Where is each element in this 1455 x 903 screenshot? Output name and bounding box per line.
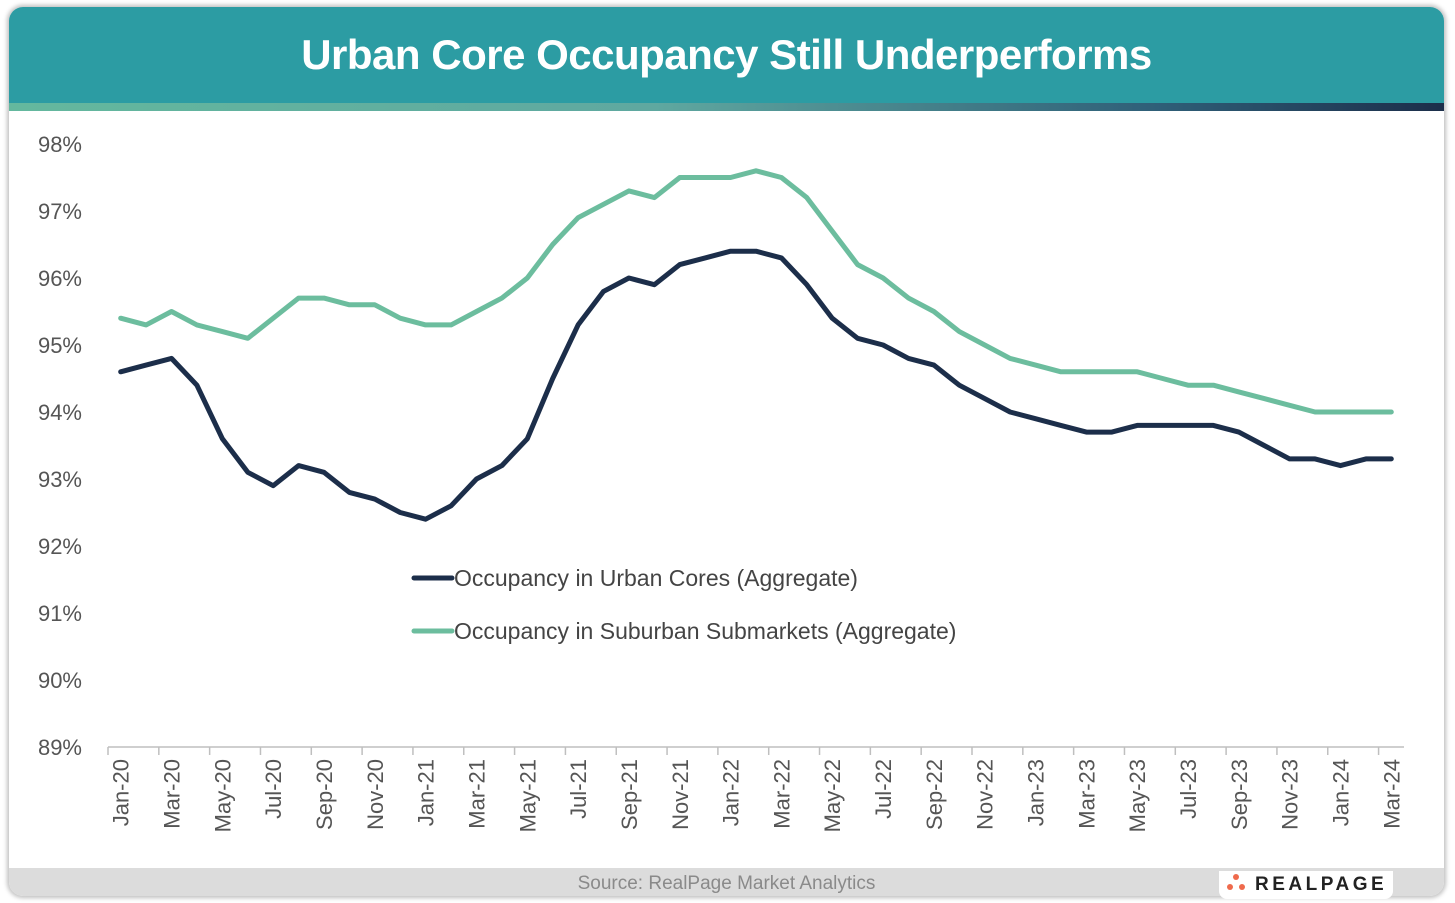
x-tick-label: May-20 [210, 759, 235, 832]
series-line-suburban [118, 168, 1394, 415]
x-tick-label: Nov-23 [1278, 759, 1303, 830]
logo-dots-icon [1227, 874, 1245, 890]
y-tick-label: 93% [38, 467, 82, 492]
realpage-logo: REALPAGE [1219, 871, 1393, 899]
chart-card: Urban Core Occupancy Still Underperforms… [9, 7, 1444, 896]
x-tick-label: May-21 [515, 759, 540, 832]
logo-text: REALPAGE [1255, 874, 1388, 895]
y-tick-label: 96% [38, 266, 82, 291]
x-tick-label: Nov-22 [973, 759, 998, 830]
x-tick-label: Nov-21 [668, 759, 693, 830]
legend-label: Occupancy in Suburban Submarkets (Aggreg… [454, 618, 956, 644]
y-tick-label: 97% [38, 199, 82, 224]
title-banner [9, 7, 1444, 103]
x-tick-label: Jan-22 [719, 759, 744, 826]
x-tick-label: Sep-20 [312, 759, 337, 830]
x-tick-label: Mar-20 [160, 759, 185, 829]
x-tick-label: May-22 [820, 759, 845, 832]
y-tick-label: 95% [38, 333, 82, 358]
y-tick-label: 91% [38, 601, 82, 626]
footer-bar: Source: RealPage Market Analytics [9, 868, 1444, 896]
x-tick-label: Nov-20 [363, 759, 388, 830]
x-tick-label: Jul-23 [1176, 759, 1201, 819]
x-tick-label: Mar-24 [1379, 759, 1404, 829]
y-tick-label: 94% [38, 400, 82, 425]
y-tick-label: 92% [38, 534, 82, 559]
x-tick-label: Jul-22 [871, 759, 896, 819]
legend-label: Occupancy in Urban Cores (Aggregate) [454, 565, 858, 591]
banner-stripe [9, 103, 1444, 111]
x-tick-label: Jul-20 [261, 759, 286, 819]
x-tick-label: Sep-21 [617, 759, 642, 830]
x-tick-label: Sep-23 [1227, 759, 1252, 830]
x-tick-label: Jan-21 [414, 759, 439, 826]
y-tick-label: 90% [38, 668, 82, 693]
x-tick-label: May-23 [1125, 759, 1150, 832]
x-tick-label: Mar-22 [769, 759, 794, 829]
series-line-urban [118, 248, 1394, 522]
x-tick-label: Jan-24 [1328, 759, 1353, 826]
y-tick-label: 98% [38, 132, 82, 157]
x-tick-label: Jan-20 [109, 759, 134, 826]
y-tick-label: 89% [38, 735, 82, 760]
x-tick-label: Jan-23 [1024, 759, 1049, 826]
x-tick-label: Sep-22 [922, 759, 947, 830]
chart-title: Urban Core Occupancy Still Underperforms [301, 31, 1152, 78]
x-tick-label: Mar-21 [464, 759, 489, 829]
x-tick-label: Mar-23 [1074, 759, 1099, 829]
source-note: Source: RealPage Market Analytics [577, 873, 876, 894]
x-tick-label: Jul-21 [566, 759, 591, 819]
